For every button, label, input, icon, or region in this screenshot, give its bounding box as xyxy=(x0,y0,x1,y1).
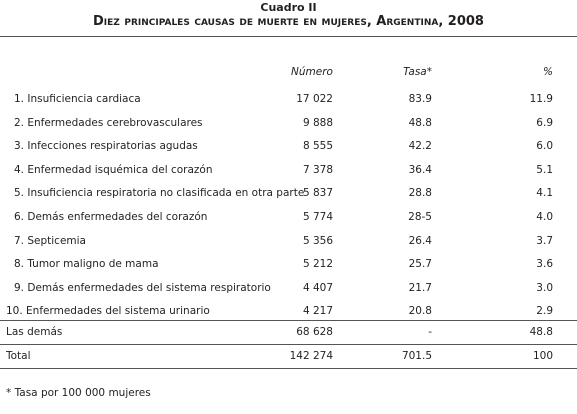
cell: 701.5 xyxy=(401,350,432,362)
table-title: Cuadro II xyxy=(260,1,317,14)
cell: 6.0 xyxy=(536,140,553,153)
cell: 26.4 xyxy=(408,234,432,247)
cell: 8 555 xyxy=(302,140,333,153)
row-label: Total xyxy=(6,350,31,362)
cell: 11.9 xyxy=(529,93,553,105)
cell: 21.7 xyxy=(408,281,432,294)
cell: 5 774 xyxy=(302,211,333,223)
cell: 36.4 xyxy=(408,163,432,176)
cell: 3.7 xyxy=(536,234,553,247)
cell: 20.8 xyxy=(408,305,432,318)
column-header: Número xyxy=(291,66,333,78)
cell: 4.1 xyxy=(536,187,553,200)
cell: 2.9 xyxy=(536,305,553,318)
column-header: Tasa* xyxy=(403,66,432,78)
cell: 68 628 xyxy=(296,326,333,338)
rule xyxy=(0,368,577,369)
cell: 83.9 xyxy=(408,93,432,105)
cell: 5 356 xyxy=(302,234,333,247)
cell: 28.8 xyxy=(408,187,432,200)
table-subtitle: Diez principales causas de muerte en muj… xyxy=(93,14,484,29)
cell: 48.8 xyxy=(529,326,553,338)
rule xyxy=(0,36,577,37)
row-label: 3. Infecciones respiratorias agudas xyxy=(14,140,198,153)
cell: 142 274 xyxy=(289,350,333,362)
cell: 25.7 xyxy=(408,258,432,271)
cell: 4.0 xyxy=(536,211,553,223)
row-label: 6. Demás enfermedades del corazón xyxy=(14,211,208,223)
rule xyxy=(0,320,577,321)
footnote: * Tasa por 100 000 mujeres xyxy=(6,387,151,399)
cell: - xyxy=(428,326,432,338)
cell: 42.2 xyxy=(408,140,432,153)
cell: 3.6 xyxy=(536,258,553,271)
row-label: Las demás xyxy=(6,326,63,338)
rule xyxy=(0,344,577,345)
cell: 9 888 xyxy=(302,116,333,129)
row-label: 4. Enfermedad isquémica del corazón xyxy=(14,163,213,176)
row-label: 8. Tumor maligno de mama xyxy=(14,258,159,271)
cell: 5 837 xyxy=(302,187,333,200)
cell: 5.1 xyxy=(536,163,553,176)
row-label: 10. Enfermedades del sistema urinario xyxy=(6,305,210,318)
row-label: 2. Enfermedades cerebrovasculares xyxy=(14,116,203,129)
row-label: 9. Demás enfermedades del sistema respir… xyxy=(14,281,271,294)
cell: 28-5 xyxy=(408,211,432,223)
cell: 7 378 xyxy=(302,163,333,176)
cell: 100 xyxy=(532,350,553,362)
cell: 48.8 xyxy=(408,116,432,129)
cell: 6.9 xyxy=(536,116,553,129)
cell: 4 217 xyxy=(302,305,333,318)
cell: 3.0 xyxy=(536,281,553,294)
cell: 4 407 xyxy=(302,281,333,294)
cell: 5 212 xyxy=(302,258,333,271)
row-label: 7. Septicemia xyxy=(14,234,86,247)
column-header: % xyxy=(543,66,553,78)
cell: 17 022 xyxy=(296,93,333,105)
row-label: 1. Insuficiencia cardiaca xyxy=(14,93,141,105)
row-label: 5. Insuficiencia respiratoria no clasifi… xyxy=(14,187,305,200)
